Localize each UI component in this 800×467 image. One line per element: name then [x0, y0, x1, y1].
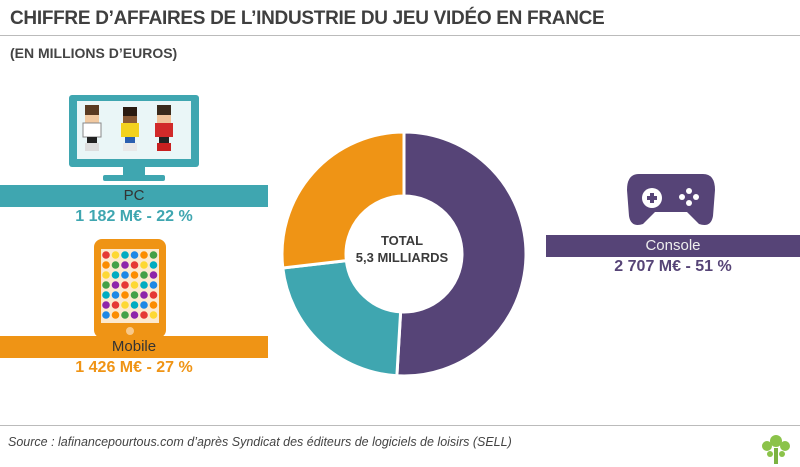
console-label: Console [645, 237, 701, 254]
console-label-band [546, 235, 800, 257]
slice-console [395, 130, 528, 378]
console-value: 2 707 M€ - 51 % [614, 258, 732, 275]
gem [102, 281, 110, 289]
mobile-value: 1 426 M€ - 27 % [75, 359, 193, 376]
gem [149, 311, 158, 319]
gem [111, 251, 120, 259]
source-divider [0, 425, 800, 426]
pc-monitor-icon [69, 95, 199, 181]
gem [121, 281, 129, 289]
gem [140, 281, 148, 289]
gem [130, 301, 139, 309]
pc-label-band [0, 185, 268, 207]
gem [111, 261, 120, 269]
gem [102, 251, 110, 259]
gem [149, 261, 158, 269]
gem [121, 311, 129, 319]
gem [140, 261, 148, 269]
gem [111, 291, 120, 299]
gem [130, 281, 139, 289]
gem [121, 291, 129, 299]
pc-label: PC [123, 187, 145, 204]
gamepad-icon [627, 174, 715, 225]
gem [111, 311, 120, 319]
gem [102, 271, 110, 279]
mobile-label: Mobile [111, 338, 157, 355]
gem [121, 271, 129, 279]
gem [111, 271, 120, 279]
title-divider [0, 35, 800, 36]
gem [121, 301, 129, 309]
gem [140, 271, 148, 279]
tree-logo-icon [762, 435, 790, 464]
gem [149, 281, 158, 289]
mobile-phone-icon [94, 239, 166, 338]
donut-center-label: TOTAL 5,3 MILLIARDS [342, 232, 462, 266]
gem [130, 311, 139, 319]
gem [130, 271, 139, 279]
gem [140, 311, 148, 319]
gem [102, 261, 110, 269]
slice-mobile [280, 130, 406, 270]
gem [111, 301, 120, 309]
gem [121, 261, 129, 269]
gem [102, 291, 110, 299]
source-note: Source : lafinancepourtous.com d’après S… [8, 435, 512, 449]
gem [140, 301, 148, 309]
chart-subtitle: (EN MILLIONS D’EUROS) [10, 45, 178, 61]
gem [111, 281, 120, 289]
gem [102, 311, 110, 319]
gem [140, 251, 148, 259]
gem [149, 291, 158, 299]
chart-title: CHIFFRE D’AFFAIRES DE L’INDUSTRIE DU JEU… [10, 8, 605, 29]
gem [149, 251, 158, 259]
gem [130, 251, 139, 259]
gem [149, 301, 158, 309]
gem [140, 291, 148, 299]
pc-value: 1 182 M€ - 22 % [75, 208, 193, 225]
total-label: TOTAL [380, 233, 424, 248]
gem [130, 291, 139, 299]
slice-pc [281, 258, 403, 378]
gem [102, 301, 110, 309]
mobile-label-band [0, 336, 268, 358]
gem [121, 251, 129, 259]
gem [149, 271, 158, 279]
total-value: 5,3 MILLIARDS [355, 250, 449, 265]
gem [130, 261, 139, 269]
